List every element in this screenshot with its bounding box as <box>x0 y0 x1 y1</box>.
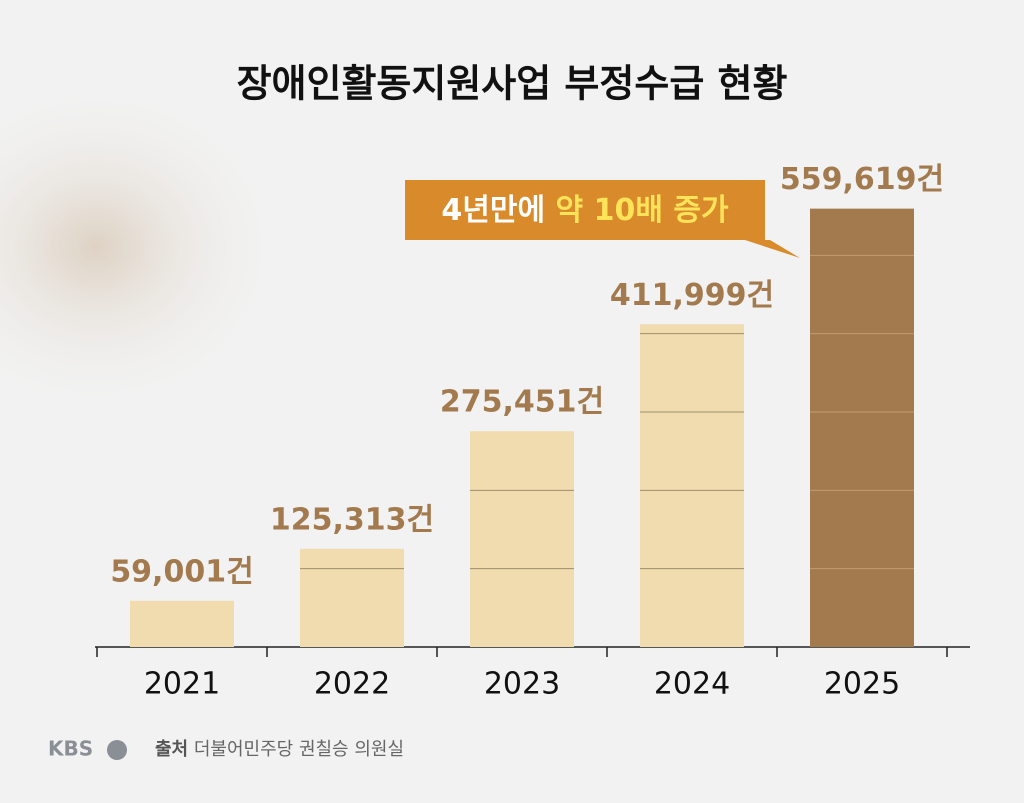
x-tick-label: 2024 <box>654 667 730 702</box>
value-label: 559,619건 <box>780 162 944 197</box>
value-label: 275,451건 <box>440 385 604 420</box>
annotation-part: 약 10배 증가 <box>556 193 729 228</box>
bar <box>640 324 744 647</box>
bar <box>810 208 914 648</box>
source-text: 더불어민주당 권칠승 의원실 <box>194 739 404 760</box>
source: 출처 더불어민주당 권칠승 의원실 <box>155 739 404 760</box>
annotation-part: 4년만에 <box>441 193 545 228</box>
photo-backdrop <box>0 100 480 520</box>
logo: KBS <box>48 737 93 761</box>
value-label: 411,999건 <box>610 278 774 313</box>
value-label: 125,313건 <box>270 502 434 537</box>
x-tick-label: 2022 <box>314 667 390 702</box>
bar <box>130 600 234 647</box>
logo-mark <box>107 740 127 760</box>
chart-title: 장애인활동지원사업 부정수급 현황 <box>237 62 788 106</box>
footer: KBS 출처 더불어민주당 권칠승 의원실 <box>48 737 404 761</box>
x-tick-label: 2025 <box>824 667 900 702</box>
bar <box>470 431 574 647</box>
bar <box>300 548 404 647</box>
source-label: 출처 <box>155 739 188 760</box>
x-tick-label: 2023 <box>484 667 560 702</box>
x-tick-label: 2021 <box>144 667 220 702</box>
annotation-text: 4년만에 약 10배 증가 <box>441 193 729 228</box>
annotation-box <box>405 180 800 258</box>
value-label: 59,001건 <box>110 554 253 589</box>
annotation: 4년만에 약 10배 증가 <box>405 180 800 258</box>
